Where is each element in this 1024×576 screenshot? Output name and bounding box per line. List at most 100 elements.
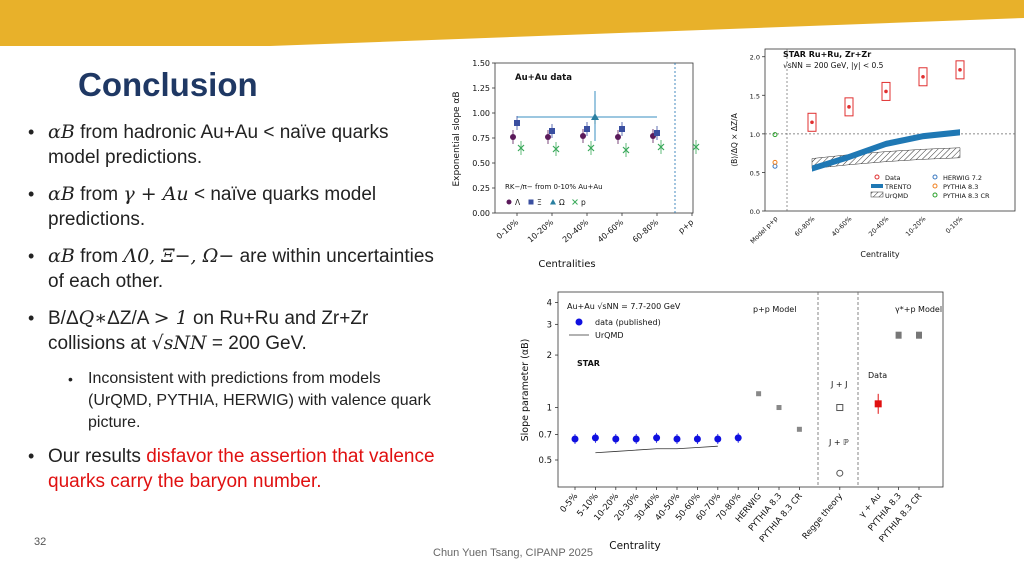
x-tick-label: 0-10% (944, 215, 964, 235)
x-tick-label: 40-60% (830, 215, 853, 238)
legend-label: p (581, 198, 586, 207)
y-tick-label: 0.5 (750, 169, 760, 177)
y-tick-label: 0.5 (538, 456, 552, 466)
legend-data: data (published) (595, 318, 661, 327)
y-tick-label: 1 (547, 404, 552, 414)
legend-label: UrQMD (885, 192, 908, 200)
data-point (571, 435, 579, 443)
data-box (844, 97, 854, 117)
legend-label: TRENTO (884, 183, 912, 191)
bullet-3: αB from Λ0, Ξ−, Ω− are within uncertaint… (28, 244, 438, 294)
x-axis-label: Centrality (860, 250, 899, 259)
y-tick-label: 0.25 (472, 184, 490, 193)
legend-marker (932, 192, 938, 198)
legend-label: Ω (559, 198, 565, 207)
legend-urqmd: UrQMD (595, 331, 624, 340)
chart-subtitle: √sNN = 200 GeV, |y| < 0.5 (783, 61, 884, 70)
x-tick-label: 10-20% (904, 215, 927, 238)
x-axis-label: Centralities (538, 259, 595, 270)
data-point (591, 434, 599, 442)
chart-auau-slope: 0.00 0.25 0.50 0.75 1.00 1.25 1.50 0-10% 10-20% 2… (452, 59, 700, 270)
data-point (847, 105, 851, 109)
data-point (714, 435, 722, 443)
slide-title: Conclusion (78, 66, 258, 103)
sub-bullet: Inconsistent with predictions from model… (28, 368, 438, 434)
annot-jp: J + ℙ (828, 438, 849, 447)
annot-data: Data (868, 371, 887, 380)
y-axis-label: Slope parameter (αB) (520, 339, 531, 442)
legend-label: HERWIG 7.2 (943, 174, 982, 182)
legend-marker (870, 191, 884, 198)
model-point (776, 405, 782, 411)
x-tick-label: Regge theory (801, 492, 845, 542)
legend-header: Au+Au √sNN = 7.7-200 GeV (567, 302, 681, 311)
model-point (756, 391, 762, 397)
x-tick-label: 10-20% (526, 217, 556, 244)
data-point (884, 89, 888, 94)
legend-label: Ξ (537, 198, 542, 207)
data-point (693, 435, 701, 443)
legend-label: PYTHIA 8.3 CR (943, 192, 990, 200)
data-box (881, 81, 891, 101)
model-point (796, 426, 802, 432)
y-tick-label: 4 (547, 299, 552, 309)
y-tick-label: 0.00 (472, 209, 490, 218)
data-point (810, 120, 814, 125)
bullet-5: Our results disfavor the assertion that … (28, 444, 438, 494)
bullet-2: αB from γ + Au < naïve quarks model pred… (28, 182, 438, 232)
y-tick-label: 1.25 (472, 84, 490, 93)
bullet-4: B/ΔQ∗ΔZ/A > 1 on Ru+Ru and Zr+Zr collisi… (28, 306, 438, 356)
legend-label: Λ (515, 198, 521, 207)
data-point (653, 434, 661, 442)
model-point (895, 331, 902, 339)
legend-marker (874, 174, 880, 180)
x-tick-label: 20-40% (561, 217, 591, 244)
data-point (632, 435, 640, 443)
x-tick-label: 40-60% (596, 217, 626, 244)
plot-frame (764, 48, 1016, 212)
top-accent-bar (0, 0, 1024, 46)
chart-title: STAR Ru+Ru, Zr+Zr (783, 50, 871, 59)
chart-slope-parameter: 0.50.712340-5%5-10%10-20%20-30%30-40%40-… (520, 291, 944, 552)
annotation: RK−/π− from 0-10% Au+Au (505, 183, 603, 191)
model-point (772, 159, 778, 165)
y-tick-label: 1.50 (472, 59, 490, 68)
x-axis-label: Centrality (609, 540, 660, 552)
legend-label: PYTHIA 8.3 (943, 183, 978, 191)
data-box (807, 112, 817, 132)
slide-number: 32 (34, 536, 47, 548)
panel-title: Au+Au data (515, 73, 572, 83)
data-point (958, 68, 962, 72)
data-point (734, 434, 742, 442)
urqmd-band (811, 147, 961, 169)
data-point (921, 74, 925, 79)
y-tick-label: 1.5 (750, 92, 760, 100)
model-point (772, 132, 778, 138)
y-tick-label: 0.0 (750, 208, 760, 216)
y-tick-label: 1.0 (750, 131, 760, 139)
bullet-list: αB from hadronic Au+Au < naïve quarks mo… (28, 120, 438, 506)
data-box (955, 60, 965, 80)
data-point (673, 435, 681, 443)
y-axis-label: Exponential slope αB (452, 92, 462, 187)
y-axis-label: ⟨B⟩/ΔQ × ΔZ/A (730, 112, 739, 166)
legend-marker (932, 183, 938, 189)
legend-label: Data (885, 174, 901, 182)
model-point (916, 331, 922, 339)
gamma-au-data (874, 400, 882, 408)
x-tick-label: 60-80% (631, 217, 661, 244)
section-pp: p+p Model (753, 305, 796, 314)
section-gp: γ*+p Model (895, 305, 942, 314)
legend-marker (932, 174, 938, 180)
x-tick-label: Model p+p (749, 215, 780, 246)
trento-band (812, 129, 960, 172)
regge-jj (836, 404, 844, 412)
x-tick-label: p+p (677, 218, 696, 236)
x-tick-label: 20-40% (867, 215, 890, 238)
regge-jp (836, 469, 844, 477)
y-tick-label: 2.0 (750, 54, 760, 62)
x-tick-label: 0-10% (495, 217, 521, 241)
data-point (612, 435, 620, 443)
legend-marker (871, 184, 883, 188)
